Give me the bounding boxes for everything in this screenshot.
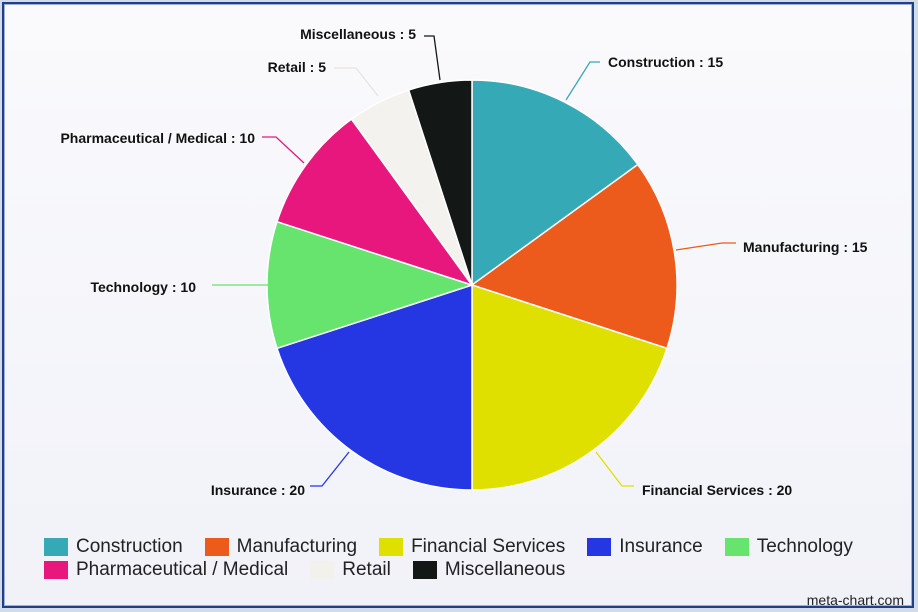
legend-swatch [204, 537, 229, 556]
legend-label: Manufacturing [236, 535, 358, 557]
legend-swatch [44, 537, 68, 556]
leader-line [334, 67, 379, 97]
legend-item[interactable]: Construction [44, 535, 183, 558]
legend-item[interactable]: Pharmaceutical / Medical [44, 558, 288, 581]
legend-label: Financial Services [411, 535, 566, 557]
leader-line [675, 242, 736, 251]
pie-slice-construction[interactable] [471, 79, 639, 287]
legend-item[interactable]: Manufacturing [204, 535, 358, 558]
legend-item[interactable]: Miscellaneous [412, 558, 566, 581]
legend-item[interactable]: Financial Services [379, 535, 565, 558]
legend-swatch [724, 537, 749, 556]
legend-item[interactable]: Retail [310, 558, 391, 581]
legend-swatch [379, 537, 404, 556]
pie-slice-miscellaneous[interactable] [407, 79, 473, 286]
data-label: Miscellaneous : 5 [300, 26, 416, 42]
legend-item[interactable]: Technology [724, 535, 853, 558]
pie-slices [266, 79, 678, 491]
leader-line [310, 451, 350, 487]
legend: Construction Manufacturing Financial Servi… [44, 535, 914, 581]
legend-swatch [310, 560, 335, 579]
legend-label: Insurance [619, 535, 703, 557]
pie-slice-financial-services[interactable] [471, 283, 668, 491]
credit-text: meta-chart.com [806, 592, 904, 608]
legend-item[interactable]: Insurance [587, 535, 703, 558]
pie-slice-manufacturing[interactable] [470, 163, 678, 350]
pie-slice-pharmaceutical-medical[interactable] [276, 118, 474, 287]
leader-line [262, 136, 305, 164]
data-label: Manufacturing : 15 [743, 239, 868, 255]
leader-line [595, 451, 634, 487]
legend-swatch [412, 560, 437, 579]
data-labels: Construction : 15 Manufacturing : 15 Finan… [60, 26, 867, 498]
legend-label: Pharmaceutical / Medical [76, 558, 289, 580]
legend-label: Retail [342, 558, 391, 580]
data-label: Financial Services : 20 [642, 482, 792, 498]
legend-label: Technology [756, 535, 853, 557]
leader-line [565, 61, 600, 101]
legend-swatch [44, 560, 68, 579]
leader-line [424, 35, 441, 81]
legend-label: Construction [76, 535, 183, 557]
data-label-leaders [212, 35, 736, 487]
pie-slice-insurance[interactable] [276, 283, 473, 491]
legend-label: Miscellaneous [444, 558, 566, 580]
data-label: Pharmaceutical / Medical : 10 [60, 130, 255, 146]
data-label: Insurance : 20 [211, 482, 305, 498]
data-label: Retail : 5 [268, 59, 327, 75]
legend-swatch [587, 537, 612, 556]
data-label: Construction : 15 [608, 54, 723, 70]
data-label: Technology : 10 [90, 279, 196, 295]
